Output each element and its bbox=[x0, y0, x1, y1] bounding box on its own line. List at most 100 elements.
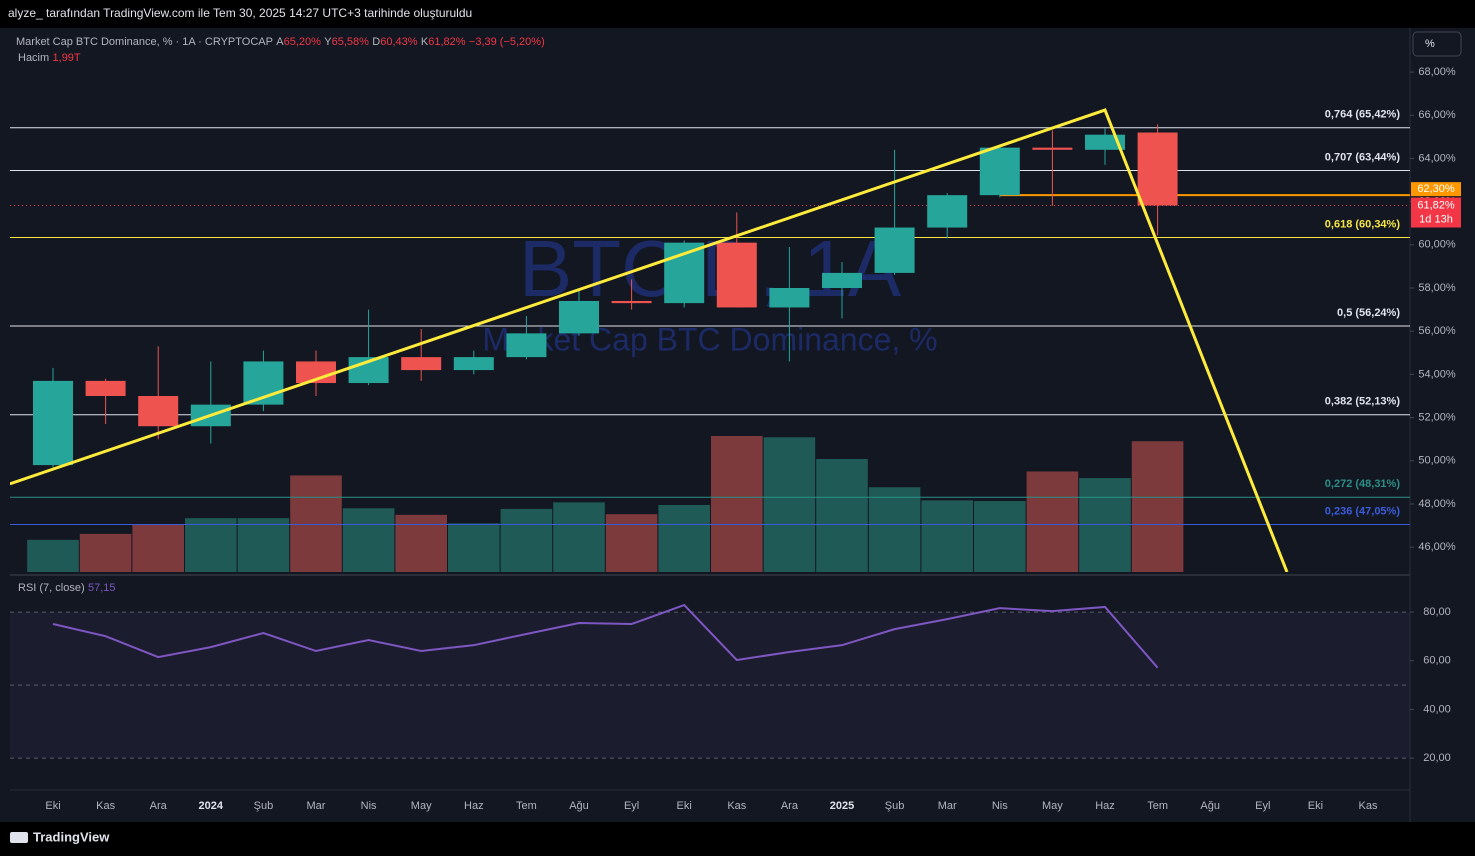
y-tick-label: 52,00% bbox=[1418, 411, 1456, 423]
y-tick-label: 56,00% bbox=[1418, 325, 1456, 337]
fib-label: 0,5 (56,24%) bbox=[1337, 307, 1400, 319]
y-tick-label: 66,00% bbox=[1418, 109, 1456, 121]
rsi-legend: RSI (7, close) 57,15 bbox=[18, 580, 116, 594]
y-tick-label: 20,00 bbox=[1423, 752, 1451, 764]
x-tick-label: 2024 bbox=[199, 800, 224, 812]
candle-body bbox=[296, 361, 336, 384]
fib-label: 0,272 (48,31%) bbox=[1325, 478, 1401, 490]
x-tick-label: 2025 bbox=[830, 800, 854, 812]
x-tick-label: Ara bbox=[150, 800, 168, 812]
candle-body bbox=[664, 242, 705, 304]
legend-key: K bbox=[421, 36, 429, 48]
pane bbox=[10, 108, 1410, 572]
x-tick-label: Şub bbox=[254, 800, 274, 812]
candle-body bbox=[33, 380, 73, 466]
x-tick-label: Eki bbox=[677, 800, 692, 812]
volume-bar bbox=[237, 518, 290, 572]
candle-body bbox=[1137, 132, 1178, 206]
volume-bar bbox=[658, 504, 710, 572]
candle-body bbox=[822, 272, 862, 289]
volume-legend-name: Hacim bbox=[18, 52, 49, 64]
x-tick-label: Nis bbox=[361, 800, 377, 812]
volume-bar bbox=[342, 508, 395, 572]
volume-bar bbox=[868, 487, 921, 572]
footer-logo bbox=[10, 832, 28, 843]
price-countdown: 1d 13h bbox=[1419, 213, 1453, 225]
x-tick-label: Şub bbox=[885, 800, 905, 812]
volume-bar bbox=[553, 502, 605, 572]
candle-body bbox=[1032, 147, 1073, 150]
fib-label: 0,618 (60,34%) bbox=[1325, 218, 1401, 230]
x-tick-label: Eki bbox=[1308, 800, 1323, 812]
volume-bar bbox=[500, 508, 553, 572]
fib-label: 0,764 (65,42%) bbox=[1325, 109, 1401, 121]
candle-body bbox=[927, 195, 968, 228]
footer-brand: TradingView bbox=[33, 829, 110, 844]
legend-symbol: Market Cap BTC Dominance, % · 1A · CRYPT… bbox=[16, 36, 273, 48]
y-tick-label: 60,00 bbox=[1423, 655, 1451, 667]
fib-label: 0,236 (47,05%) bbox=[1325, 505, 1401, 517]
percent-button-label[interactable]: % bbox=[1425, 38, 1435, 50]
candle-body bbox=[506, 333, 547, 358]
volume-bar bbox=[711, 436, 763, 572]
volume-bar bbox=[395, 514, 447, 572]
x-tick-label: Mar bbox=[307, 800, 326, 812]
volume-bar bbox=[1079, 478, 1131, 572]
level-badge-label: 62,30% bbox=[1417, 183, 1455, 195]
y-tick-label: 40,00 bbox=[1423, 703, 1451, 715]
candle-body bbox=[453, 357, 494, 371]
candle-body bbox=[85, 380, 126, 396]
candle-body bbox=[559, 300, 599, 334]
x-tick-label: Kas bbox=[1359, 800, 1378, 812]
y-tick-label: 58,00% bbox=[1418, 282, 1456, 294]
header-bar bbox=[0, 0, 1475, 28]
candle-body bbox=[769, 288, 810, 308]
volume-bar bbox=[79, 533, 132, 572]
volume-bar bbox=[1131, 441, 1184, 572]
x-tick-label: May bbox=[411, 800, 432, 812]
x-tick-label: Ağu bbox=[1200, 800, 1220, 812]
volume-bar bbox=[1026, 471, 1079, 572]
x-tick-label: Nis bbox=[992, 800, 1008, 812]
x-tick-label: Eki bbox=[45, 800, 60, 812]
y-tick-label: 54,00% bbox=[1418, 368, 1456, 380]
x-tick-label: Tem bbox=[1147, 800, 1168, 812]
volume-bar bbox=[185, 518, 237, 572]
x-tick-label: Kas bbox=[727, 800, 746, 812]
volume-bar bbox=[605, 514, 658, 572]
legend-key: Y bbox=[324, 36, 332, 48]
candle-body bbox=[611, 300, 652, 304]
volume-bar bbox=[763, 437, 816, 572]
candle-body bbox=[874, 227, 915, 273]
legend-change: −3,39 (−5,20%) bbox=[469, 36, 545, 48]
volume-bar bbox=[290, 475, 342, 572]
candle-body bbox=[138, 395, 179, 427]
candle-body bbox=[979, 147, 1020, 196]
watermark-symbol: BTC.D, 1A bbox=[519, 224, 902, 313]
y-tick-label: 68,00% bbox=[1418, 66, 1456, 78]
level-badge bbox=[1411, 182, 1461, 197]
volume-bar bbox=[921, 500, 973, 572]
volume-bar bbox=[448, 523, 500, 572]
rsi-legend-title: RSI (7, close) bbox=[18, 582, 85, 594]
volume-legend-value: 1,99T bbox=[53, 52, 81, 64]
candle-body bbox=[716, 242, 757, 308]
volume-bar bbox=[816, 458, 868, 572]
trend-line bbox=[10, 108, 1289, 572]
x-tick-label: Ara bbox=[781, 800, 799, 812]
x-tick-label: Eyl bbox=[624, 800, 639, 812]
legend-value: 65,20% bbox=[284, 36, 322, 48]
legend-key: D bbox=[372, 36, 380, 48]
x-tick-label: May bbox=[1042, 800, 1063, 812]
price-badge bbox=[1411, 197, 1461, 228]
percent-button[interactable] bbox=[1412, 31, 1462, 57]
y-tick-label: 60,00% bbox=[1418, 239, 1456, 251]
watermark-name: Market Cap BTC Dominance, % bbox=[482, 321, 937, 357]
volume-bar bbox=[132, 524, 184, 572]
x-tick-label: Ağu bbox=[569, 800, 589, 812]
x-tick-label: Tem bbox=[516, 800, 537, 812]
legend-key: A bbox=[276, 36, 284, 48]
pane bbox=[10, 603, 1410, 759]
